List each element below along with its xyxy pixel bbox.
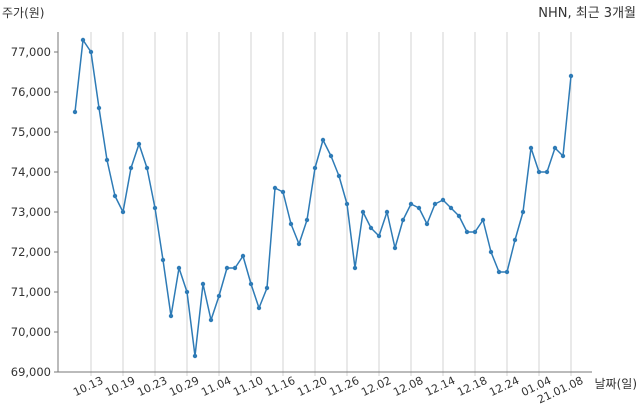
price-point [264,285,270,291]
price-point [336,173,342,179]
chart-title: NHN, 최근 3개월 [538,6,636,21]
x-tick-label: 12.18 [455,374,489,399]
x-axis-ticks: 10.1310.1910.2310.2911.0411.1011.1611.20… [71,374,585,406]
price-point [72,109,78,115]
price-point [208,317,214,323]
price-point [112,193,118,199]
x-tick-label: 10.23 [135,374,169,399]
price-point [168,313,174,319]
vertical-gridlines [90,32,572,376]
price-point [328,153,334,159]
price-point [488,249,494,255]
price-point [136,141,142,147]
x-tick-label: 12.08 [391,374,425,399]
price-point [88,49,94,55]
price-point [480,217,486,223]
price-point [288,221,294,227]
price-point [280,189,286,195]
price-point [248,281,254,287]
price-point [560,153,566,159]
price-point [152,205,158,211]
price-point [96,105,102,111]
price-point [304,217,310,223]
price-point [536,169,542,175]
y-axis-ticks: 69,000 70,000 71,000 72,000 73,000 74,000 75,0… [11,45,58,379]
price-points [72,37,574,359]
price-point [384,209,390,215]
price-point [424,221,430,227]
price-point [400,217,406,223]
price-point [120,209,126,215]
x-tick-label: 12.24 [487,374,521,399]
x-tick-label: 12.02 [359,374,393,399]
y-tick-label: 69,000 [11,365,51,379]
x-tick-label: 11.26 [327,374,361,399]
price-point [184,289,190,295]
y-tick-label: 72,000 [11,245,51,259]
price-point [232,265,238,271]
price-point [528,145,534,151]
price-point [392,245,398,251]
price-point [312,165,318,171]
x-tick-label: 11.16 [263,374,297,399]
price-point [568,73,574,79]
y-tick-label: 74,000 [11,165,51,179]
price-point [344,201,350,207]
price-point [464,229,470,235]
price-point [472,229,478,235]
y-tick-label: 70,000 [11,325,51,339]
price-point [448,205,454,211]
price-point [256,305,262,311]
y-tick-label: 76,000 [11,85,51,99]
price-point [504,269,510,275]
price-point [192,353,198,359]
price-point [360,209,366,215]
x-tick-label: 11.04 [199,374,233,399]
price-point [440,197,446,203]
price-point [272,185,278,191]
price-point [224,265,230,271]
price-point [368,225,374,231]
price-point [432,201,438,207]
price-point [496,269,502,275]
x-tick-label: 10.29 [167,374,201,399]
price-point [552,145,558,151]
price-point [144,165,150,171]
price-point [104,157,110,163]
price-point [216,293,222,299]
price-point [408,201,414,207]
x-tick-label: 12.14 [423,374,457,399]
y-tick-label: 71,000 [11,285,51,299]
price-point [296,241,302,247]
price-point [544,169,550,175]
price-point [352,265,358,271]
price-point [520,209,526,215]
price-point [416,205,422,211]
price-point [456,213,462,219]
y-tick-label: 73,000 [11,205,51,219]
x-tick-label: 11.10 [231,374,265,399]
price-point [128,165,134,171]
price-point [376,233,382,239]
price-point [200,281,206,287]
price-point [240,253,246,259]
y-axis-label: 주가(원) [2,6,44,20]
price-point [176,265,182,271]
price-point [80,37,86,43]
x-tick-label: 10.19 [103,374,137,399]
x-tick-label: 11.20 [295,374,329,399]
y-tick-label: 77,000 [11,45,51,59]
price-line [74,39,572,357]
price-point [320,137,326,143]
price-point [160,257,166,263]
x-axis-label: 날짜(일) [595,377,637,391]
price-point [512,237,518,243]
y-tick-label: 75,000 [11,125,51,139]
x-tick-label: 10.13 [71,374,105,399]
